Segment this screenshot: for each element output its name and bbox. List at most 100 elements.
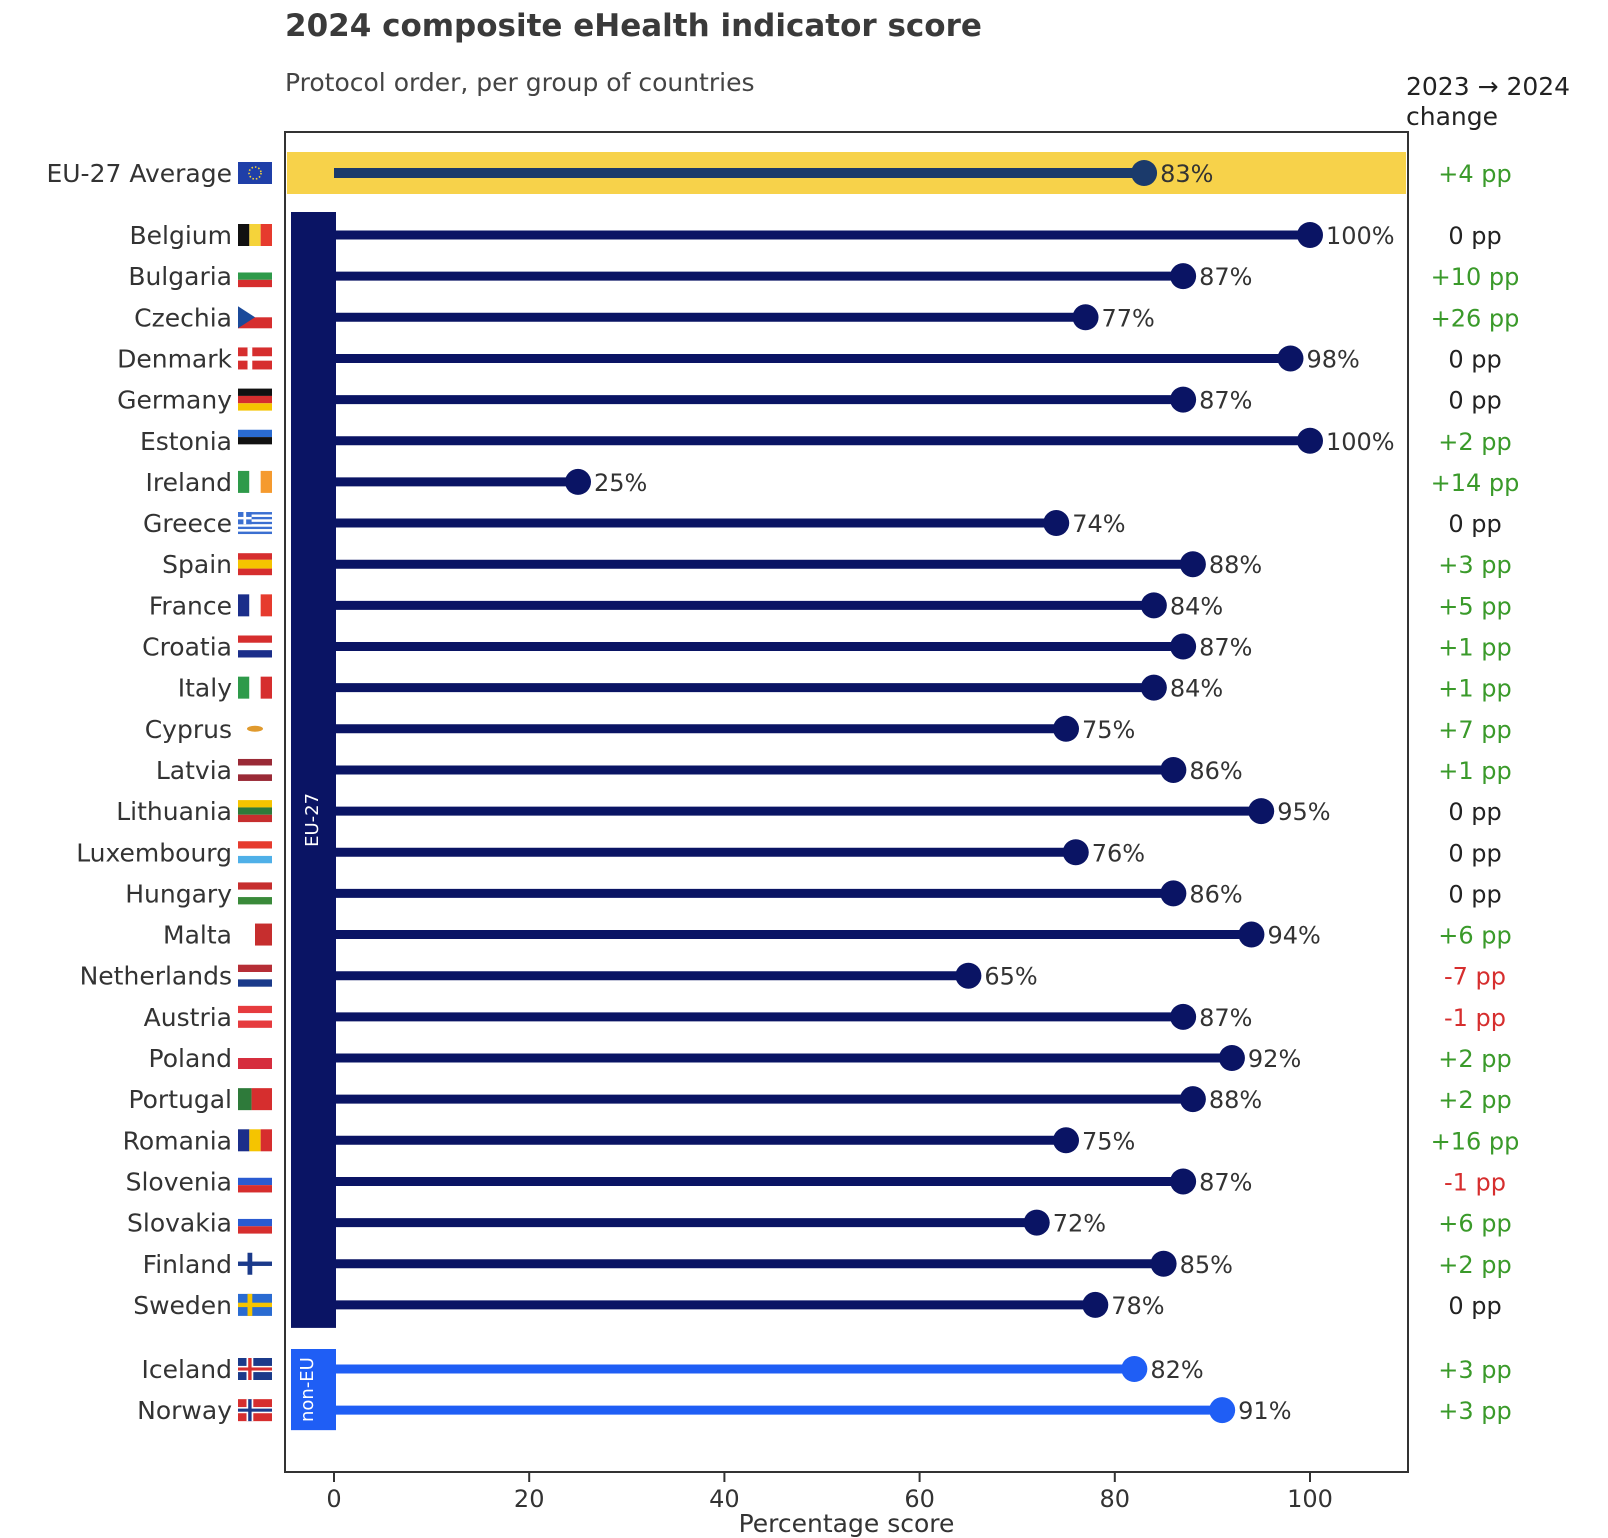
data-label-lithuania: 95% [1277,798,1330,826]
change-hungary: 0 pp [1448,880,1501,908]
eu-group-bar [291,212,336,1328]
change-germany: 0 pp [1448,387,1501,415]
data-label-austria: 87% [1199,1004,1252,1032]
row-label-sweden: Sweden [133,1291,232,1320]
denmark-flag-icon [238,347,272,370]
change-romania: +16 pp [1431,1127,1520,1155]
row-label-cyprus: Cyprus [145,715,232,744]
change-austria: -1 pp [1444,1004,1506,1032]
change-column-header: 2023 → 2024 change [1406,72,1570,132]
data-label-netherlands: 65% [984,963,1037,991]
row-label-netherlands: Netherlands [80,962,232,991]
x-tick-label: 20 [514,1485,545,1513]
row-label-bulgaria: Bulgaria [128,262,232,291]
noneu-group-bar [291,1349,336,1431]
point-finland [1150,1250,1177,1277]
point-france [1140,592,1167,619]
france-flag-icon [238,594,272,617]
point-ireland [565,468,591,495]
change-lithuania: 0 pp [1448,798,1501,826]
eu-group-label: EU-27 [302,793,323,847]
row-label-slovenia: Slovenia [126,1167,232,1196]
point-portugal [1179,1086,1206,1113]
row-label-latvia: Latvia [156,756,232,785]
sweden-flag-icon [238,1293,272,1316]
change-header-line-2: change [1406,102,1499,131]
chart-subtitle: Protocol order, per group of countries [285,68,755,97]
row-label-denmark: Denmark [117,344,232,373]
change-italy: +1 pp [1438,675,1511,703]
change-norway: +3 pp [1438,1397,1511,1425]
slovenia-flag-icon [238,1170,272,1193]
latvia-flag-icon [238,758,272,781]
point-slovakia [1023,1209,1050,1236]
row-label-austria: Austria [144,1003,232,1032]
change-greece: 0 pp [1448,510,1501,538]
data-label-ireland: 25% [594,469,647,497]
data-label-portugal: 88% [1209,1086,1262,1114]
data-label-greece: 74% [1072,510,1125,538]
italy-flag-icon [238,676,272,699]
change-bulgaria: +10 pp [1431,263,1520,291]
hungary-flag-icon [238,882,272,905]
iceland-flag-icon [238,1358,272,1380]
data-label-iceland: 82% [1150,1356,1203,1384]
belgium-flag-icon [238,224,272,246]
point-eu-27-average [1131,160,1158,186]
change-estonia: +2 pp [1438,428,1511,456]
change-spain: +3 pp [1438,551,1511,579]
plot-frame [284,131,1409,1473]
point-norway [1209,1397,1236,1424]
data-label-cyprus: 75% [1082,716,1135,744]
eu-27-average-flag-icon [238,162,272,184]
point-iceland [1121,1356,1148,1382]
point-slovenia [1170,1168,1197,1195]
data-label-italy: 84% [1170,675,1223,703]
point-austria [1170,1003,1197,1030]
x-tick-label: 80 [1100,1485,1131,1513]
change-ireland: +14 pp [1431,469,1520,497]
row-label-poland: Poland [149,1044,232,1073]
row-label-finland: Finland [143,1250,232,1279]
austria-flag-icon [238,1005,272,1028]
data-label-estonia: 100% [1326,428,1395,456]
x-tick-label: 100 [1287,1485,1333,1513]
row-label-romania: Romania [123,1126,232,1155]
row-label-lithuania: Lithuania [116,797,232,826]
germany-flag-icon [238,388,272,411]
row-label-germany: Germany [117,386,232,415]
data-label-spain: 88% [1209,551,1262,579]
point-czechia [1072,304,1099,331]
change-header-line-1: 2023 → 2024 [1406,72,1571,101]
finland-flag-icon [238,1252,272,1275]
data-label-sweden: 78% [1111,1292,1164,1320]
czechia-flag-icon [238,306,272,329]
row-label-norway: Norway [137,1396,232,1425]
point-malta [1238,921,1265,948]
point-netherlands [955,962,982,989]
point-poland [1218,1045,1245,1071]
point-hungary [1160,880,1187,907]
point-belgium [1297,222,1323,248]
row-label-croatia: Croatia [142,633,232,662]
change-slovakia: +6 pp [1438,1210,1511,1238]
row-label-france: France [149,591,232,620]
row-label-malta: Malta [163,921,232,950]
row-label-iceland: Iceland [142,1355,232,1384]
data-label-romania: 75% [1082,1127,1135,1155]
change-cyprus: +7 pp [1438,716,1511,744]
change-denmark: 0 pp [1448,345,1501,373]
lithuania-flag-icon [238,800,272,823]
change-czechia: +26 pp [1431,304,1520,332]
point-romania [1053,1127,1079,1154]
data-label-eu-27-average: 83% [1160,160,1213,188]
data-label-denmark: 98% [1306,345,1359,373]
data-label-slovakia: 72% [1053,1210,1106,1238]
point-lithuania [1248,798,1275,825]
data-label-norway: 91% [1238,1397,1291,1425]
data-label-finland: 85% [1180,1251,1233,1279]
point-germany [1170,386,1197,413]
point-latvia [1160,756,1187,783]
change-iceland: +3 pp [1438,1356,1511,1384]
